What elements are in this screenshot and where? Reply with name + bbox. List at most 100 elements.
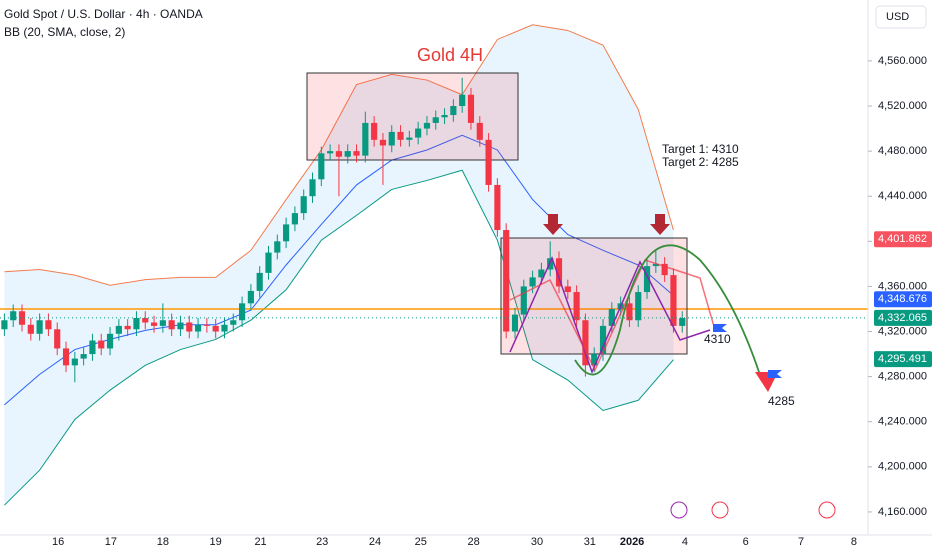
candle-body — [661, 263, 668, 276]
candle-body — [247, 290, 254, 304]
candle-body — [62, 348, 70, 366]
candle-body — [54, 329, 61, 349]
x-tick-label: 16 — [52, 536, 64, 548]
candle-body — [203, 324, 210, 326]
candle-body — [168, 320, 175, 330]
candle-body — [309, 179, 316, 197]
annotation: 4310 — [704, 332, 731, 346]
band-line — [4, 169, 674, 506]
candle-body — [230, 320, 237, 325]
candle-body — [177, 322, 184, 330]
candle-body — [635, 292, 642, 321]
y-tick-label: 4,160.000 — [878, 506, 927, 518]
candle-body — [591, 354, 598, 366]
candle-body — [652, 263, 659, 267]
x-tick-label: 18 — [157, 536, 169, 548]
candle-body — [626, 303, 633, 321]
indicator-label: BB (20, SMA, close, 2) — [4, 25, 125, 39]
x-tick-label: 19 — [210, 536, 222, 548]
range-box — [306, 72, 519, 161]
candle-body — [212, 325, 219, 332]
candle-body — [485, 139, 492, 185]
event-icon[interactable] — [670, 501, 688, 519]
price-label: 4,348.676 — [878, 293, 927, 305]
candle-body — [45, 320, 52, 330]
range-box — [500, 237, 688, 355]
candle-body — [520, 286, 527, 315]
x-tick-label: 28 — [467, 536, 479, 548]
x-tick-label: 2026 — [620, 536, 644, 548]
y-tick-label: 4,560.000 — [878, 55, 927, 67]
candle-body — [265, 252, 272, 273]
candle-body — [115, 325, 122, 334]
price-label-bg — [874, 351, 932, 368]
price-label-bg — [874, 309, 932, 326]
candle-body — [643, 266, 651, 293]
candle-body — [397, 131, 404, 140]
zigzag — [509, 255, 711, 375]
x-tick-label: 17 — [105, 536, 117, 548]
y-tick-label: 4,520.000 — [878, 100, 927, 112]
flag — [713, 324, 727, 332]
candle-body — [467, 94, 475, 123]
candle-body — [291, 213, 298, 225]
candle-body — [353, 151, 360, 156]
currency-button[interactable] — [875, 5, 927, 29]
candle-body — [133, 317, 140, 330]
candle-body — [371, 122, 378, 140]
candle-body — [415, 128, 422, 138]
candle-body — [476, 122, 483, 140]
y-tick-label: 4,360.000 — [878, 280, 927, 292]
candle-body — [142, 317, 149, 323]
candle-body — [71, 358, 78, 366]
candle-body — [80, 354, 87, 359]
candle-body — [18, 311, 26, 325]
price-axis-bg — [868, 0, 932, 550]
candle-body — [670, 275, 677, 326]
chart-title: Gold 4H — [417, 45, 483, 65]
event-icon[interactable] — [711, 501, 729, 519]
candle-body — [503, 230, 510, 332]
annotation: 4285 — [768, 394, 795, 408]
candle-body — [10, 311, 17, 321]
candle-body — [98, 340, 105, 349]
x-tick-label: 25 — [415, 536, 427, 548]
candle-body — [406, 137, 413, 140]
x-tick-label: 30 — [531, 536, 543, 548]
candle-body — [186, 322, 193, 332]
candle-body — [318, 153, 325, 180]
candle-body — [27, 324, 34, 334]
x-tick-label: 6 — [743, 536, 749, 548]
candle-body — [529, 277, 536, 287]
bands-layer — [0, 24, 868, 506]
arrow-marker — [543, 214, 563, 235]
candle-body — [494, 184, 501, 231]
candle-body — [344, 151, 351, 157]
candle-body — [327, 151, 334, 154]
candle-body — [538, 269, 545, 278]
event-icon[interactable] — [818, 501, 836, 519]
axis-layer: 4,160.000 4,200.000 4,240.000 4,280.000 4,32… — [0, 55, 932, 548]
candle-body — [36, 320, 43, 334]
candle-body — [679, 317, 686, 326]
flag — [768, 370, 782, 378]
candle-body — [547, 258, 554, 270]
x-tick-label: 23 — [316, 536, 328, 548]
candle-body — [450, 105, 457, 116]
x-tick-label: 31 — [584, 536, 596, 548]
x-tick-label: 4 — [682, 536, 688, 548]
candle-body — [599, 325, 607, 355]
symbol-title: Gold Spot / U.S. Dollar · 4h · OANDA — [4, 7, 203, 21]
annotation: Target 1: 4310 — [662, 142, 739, 156]
zigzag — [509, 259, 716, 372]
candle-body — [388, 131, 395, 146]
candle-body — [335, 151, 343, 157]
price-label-bg — [874, 291, 932, 308]
currency[interactable]: USD — [886, 11, 909, 23]
candle-body — [106, 333, 114, 349]
band-line — [4, 24, 674, 286]
candle-body — [283, 224, 290, 242]
